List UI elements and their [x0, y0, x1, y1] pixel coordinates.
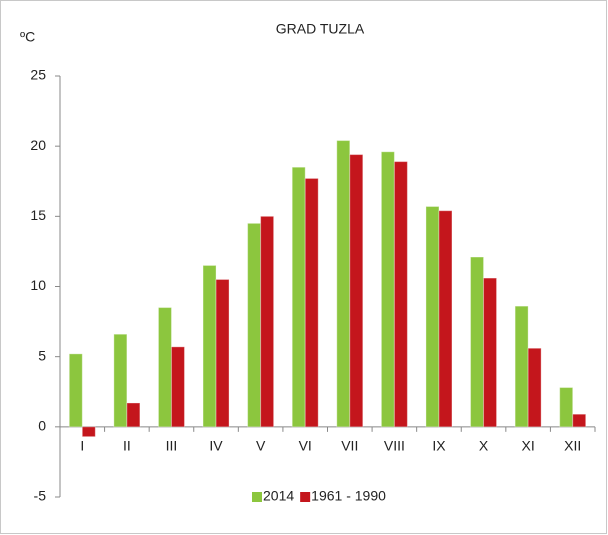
- bar: [304, 177, 319, 428]
- bar: [247, 222, 262, 428]
- bar: [483, 277, 498, 428]
- x-tick-label: V: [256, 438, 266, 454]
- x-tick-label: VII: [341, 438, 358, 454]
- bar: [572, 413, 587, 428]
- x-tick-label: XII: [564, 438, 581, 454]
- bar: [260, 215, 275, 428]
- y-tick-label: 10: [30, 277, 46, 293]
- bar: [393, 161, 408, 428]
- legend-label: 2014: [263, 488, 294, 504]
- bar: [157, 307, 172, 428]
- bar: [126, 402, 141, 428]
- bar: [336, 140, 351, 428]
- bar: [202, 264, 217, 428]
- x-tick-label: III: [166, 438, 178, 454]
- x-tick-label: II: [123, 438, 131, 454]
- x-tick-label: I: [80, 438, 84, 454]
- bar: [425, 206, 440, 428]
- bar: [349, 154, 364, 428]
- x-tick-label: X: [479, 438, 489, 454]
- bar: [470, 256, 485, 428]
- bar: [68, 353, 83, 428]
- x-tick-label: VIII: [384, 438, 405, 454]
- bar: [527, 347, 542, 428]
- bar: [291, 166, 306, 428]
- legend-swatch: [300, 492, 311, 502]
- bar: [559, 387, 574, 428]
- x-tick-label: IV: [209, 438, 223, 454]
- y-tick-label: 5: [38, 347, 46, 363]
- x-tick-label: IX: [432, 438, 446, 454]
- bar: [113, 333, 128, 428]
- bar: [438, 210, 453, 428]
- y-tick-label: 15: [30, 207, 46, 223]
- y-tick-label: 25: [30, 67, 46, 83]
- bar: [215, 278, 230, 428]
- y-tick-label: 20: [30, 137, 46, 153]
- legend-label: 1961 - 1990: [311, 488, 386, 504]
- legend-swatch: [252, 492, 262, 502]
- bar: [170, 346, 185, 428]
- bar: [380, 151, 395, 428]
- y-axis-label: ºC: [20, 29, 35, 45]
- y-tick-label: 0: [38, 418, 46, 434]
- bar: [514, 305, 529, 428]
- x-tick-label: VI: [299, 438, 312, 454]
- bar: [81, 426, 96, 438]
- chart-title: GRAD TUZLA: [276, 21, 365, 37]
- x-tick-label: XI: [522, 438, 535, 454]
- y-tick-label: -5: [34, 488, 47, 504]
